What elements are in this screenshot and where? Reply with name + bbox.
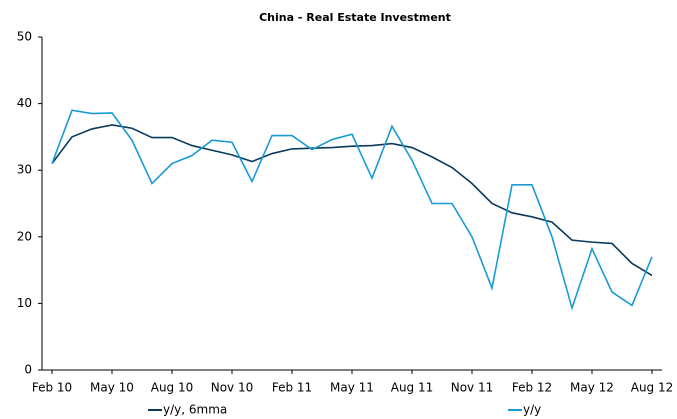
series-line xyxy=(51,109,653,311)
y-tick-label: 10 xyxy=(17,296,32,310)
x-tick-label: Feb 12 xyxy=(512,381,552,395)
y-tick-label: 40 xyxy=(17,96,32,110)
series-line xyxy=(51,124,653,277)
x-tick-label: Aug 11 xyxy=(391,381,434,395)
chart-title: China - Real Estate Investment xyxy=(259,11,451,24)
legend-label: y/y xyxy=(523,403,541,417)
x-tick-label: Aug 12 xyxy=(631,381,674,395)
y-tick-label: 0 xyxy=(24,363,32,377)
y-tick-label: 50 xyxy=(17,30,32,44)
x-tick-label: May 11 xyxy=(330,381,374,395)
y-tick-label: 30 xyxy=(17,163,32,177)
y-tick-label: 20 xyxy=(17,229,32,243)
legend-label: y/y, 6mma xyxy=(163,403,227,417)
x-tick-label: Aug 10 xyxy=(151,381,194,395)
x-tick-label: Nov 10 xyxy=(211,381,254,395)
x-tick-label: Nov 11 xyxy=(451,381,494,395)
x-tick-label: Feb 11 xyxy=(272,381,312,395)
x-tick-label: May 10 xyxy=(90,381,134,395)
x-tick-label: Feb 10 xyxy=(32,381,72,395)
x-tick-label: May 12 xyxy=(570,381,614,395)
